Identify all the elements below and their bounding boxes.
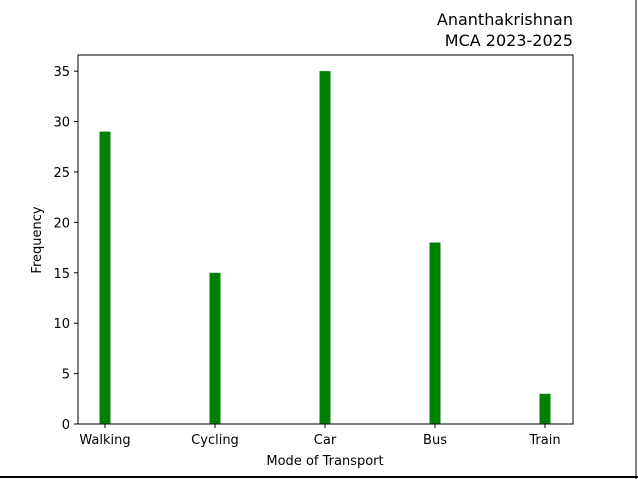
y-tick-label: 15 — [53, 267, 70, 282]
y-tick-label: 30 — [53, 116, 70, 131]
x-tick-label: Bus — [423, 433, 447, 448]
y-tick-label: 0 — [62, 418, 70, 433]
x-tick-label: Cycling — [191, 433, 239, 448]
y-tick-label: 25 — [53, 166, 70, 181]
bar-cycling — [209, 272, 221, 424]
x-tick-label: Train — [528, 433, 560, 448]
y-tick-label: 20 — [53, 216, 70, 231]
chart-title-line-2: MCA 2023-2025 — [445, 31, 573, 50]
bar-bus — [429, 242, 441, 424]
y-tick-label: 5 — [62, 368, 70, 383]
bar-car — [319, 71, 331, 424]
bar-train — [539, 393, 551, 424]
chart-title-line-1: Ananthakrishnan — [437, 10, 573, 29]
y-tick-label: 35 — [53, 65, 70, 80]
y-tick-label: 10 — [53, 317, 70, 332]
x-axis-ticks: Walking Cycling Car Bus Train — [79, 424, 561, 448]
x-tick-label: Car — [314, 433, 337, 448]
bars-group — [99, 71, 551, 424]
x-axis-label: Mode of Transport — [266, 454, 383, 469]
y-axis-ticks: 0 5 10 15 20 25 30 35 — [53, 65, 78, 433]
x-tick-label: Walking — [79, 433, 130, 448]
y-axis-label: Frequency — [30, 206, 45, 273]
bar-walking — [99, 131, 111, 424]
